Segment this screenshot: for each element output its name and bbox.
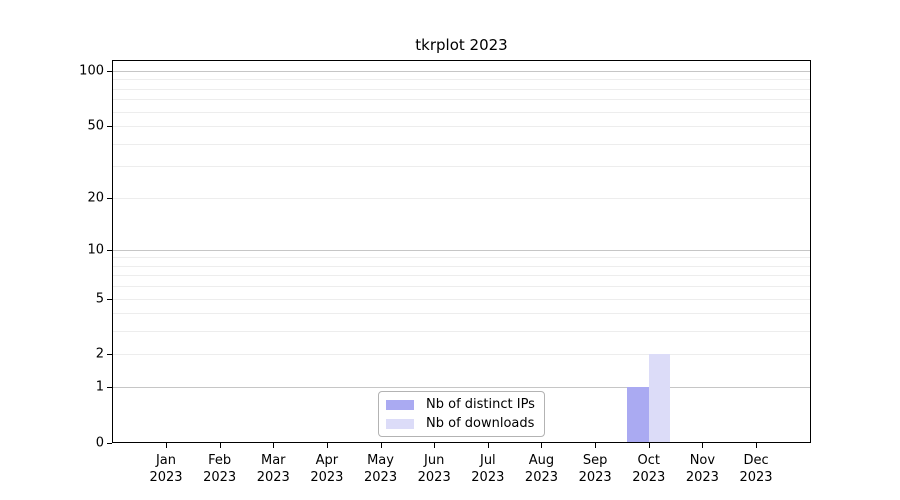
x-axis-tick (756, 443, 758, 448)
x-axis-tick-label: May 2023 (341, 452, 421, 486)
x-axis-tick (380, 443, 382, 448)
x-tick-month: May (367, 453, 394, 468)
x-tick-month: Jul (479, 453, 496, 468)
x-tick-year: 2023 (364, 470, 398, 485)
y-axis-tick-label: 1 (95, 379, 104, 395)
x-axis-tick-label: Aug 2023 (501, 452, 581, 486)
x-axis-tick (219, 443, 221, 448)
minor-gridline (112, 331, 811, 333)
bar-downloads (648, 354, 671, 443)
y-axis-tick-label: 20 (87, 190, 104, 206)
bar-distinct-ips (627, 387, 649, 443)
y-axis-tick (107, 354, 112, 356)
x-tick-month: Nov (689, 453, 716, 468)
y-axis-tick-label: 5 (95, 291, 104, 307)
minor-gridline (112, 197, 811, 199)
x-axis-tick (541, 443, 543, 448)
x-tick-month: Oct (637, 453, 660, 468)
x-tick-year: 2023 (149, 470, 183, 485)
x-axis-tick (434, 443, 436, 448)
minor-gridline (112, 298, 811, 300)
x-axis-tick-label: Feb 2023 (180, 452, 260, 486)
x-tick-month: Apr (315, 453, 339, 468)
minor-gridline (112, 126, 811, 128)
x-axis-tick-label: Sep 2023 (555, 452, 635, 486)
y-axis-tick (107, 443, 112, 444)
x-tick-month: Jan (155, 453, 177, 468)
minor-gridline (112, 265, 811, 267)
x-axis-tick-label: Nov 2023 (662, 452, 742, 486)
x-axis-tick (702, 443, 704, 448)
y-axis-tick (107, 197, 112, 199)
x-axis-tick (595, 443, 597, 448)
legend-row: Nb of downloads (386, 414, 537, 433)
legend-label: Nb of downloads (426, 416, 535, 431)
minor-gridline (112, 257, 811, 259)
x-axis-tick-label: Oct 2023 (609, 452, 689, 486)
x-tick-year: 2023 (578, 470, 612, 485)
minor-gridline (112, 166, 811, 168)
legend-swatch (386, 418, 414, 429)
x-tick-year: 2023 (310, 470, 344, 485)
x-axis-tick (273, 443, 275, 448)
minor-gridline (112, 79, 811, 81)
x-tick-month: Dec (743, 453, 769, 468)
x-tick-year: 2023 (632, 470, 666, 485)
x-tick-year: 2023 (417, 470, 451, 485)
x-tick-year: 2023 (203, 470, 237, 485)
minor-gridline (112, 275, 811, 277)
x-tick-month: Aug (528, 453, 555, 468)
x-axis-tick-label: Apr 2023 (287, 452, 367, 486)
minor-gridline (112, 88, 811, 90)
x-axis-tick (648, 443, 650, 448)
y-axis-tick (107, 387, 112, 389)
x-axis-tick-label: Mar 2023 (233, 452, 313, 486)
y-axis-tick-label: 100 (79, 63, 104, 79)
legend-label: Nb of distinct IPs (426, 397, 535, 412)
plot-area (112, 60, 811, 443)
x-tick-month: Mar (261, 453, 286, 468)
major-gridline (112, 71, 811, 73)
x-tick-year: 2023 (739, 470, 773, 485)
major-gridline (112, 387, 811, 389)
minor-gridline (112, 143, 811, 145)
minor-gridline (112, 286, 811, 288)
y-axis-tick-label: 50 (87, 118, 104, 134)
x-tick-month: Feb (208, 453, 232, 468)
y-axis-tick (107, 71, 112, 73)
x-tick-year: 2023 (524, 470, 559, 485)
y-axis-tick-label: 2 (95, 346, 104, 362)
x-axis-tick (326, 443, 328, 448)
y-axis-tick (107, 126, 112, 128)
legend-row: Nb of distinct IPs (386, 395, 537, 414)
x-axis-tick-label: Jun 2023 (394, 452, 474, 486)
minor-gridline (112, 354, 811, 356)
major-gridline (112, 249, 811, 251)
minor-gridline (112, 111, 811, 113)
x-axis-tick-label: Dec 2023 (716, 452, 796, 486)
x-tick-month: Sep (582, 453, 608, 468)
minor-gridline (112, 99, 811, 101)
x-tick-year: 2023 (256, 470, 290, 485)
minor-gridline (112, 313, 811, 315)
x-tick-year: 2023 (471, 470, 505, 485)
x-axis-tick (487, 443, 489, 448)
x-axis-tick-label: Jul 2023 (448, 452, 528, 486)
x-axis-tick-label: Jan 2023 (126, 452, 206, 486)
x-axis-tick (166, 443, 167, 448)
y-axis-tick (107, 298, 112, 300)
y-axis-tick-label: 10 (87, 242, 104, 258)
legend-swatch (386, 399, 414, 410)
legend: Nb of distinct IPs Nb of downloads (378, 391, 545, 437)
y-axis-tick-label: 0 (95, 435, 104, 451)
chart-title: tkrplot 2023 (415, 36, 508, 54)
x-tick-year: 2023 (685, 470, 719, 485)
y-axis-tick (107, 249, 112, 251)
x-tick-month: Jun (424, 453, 445, 468)
